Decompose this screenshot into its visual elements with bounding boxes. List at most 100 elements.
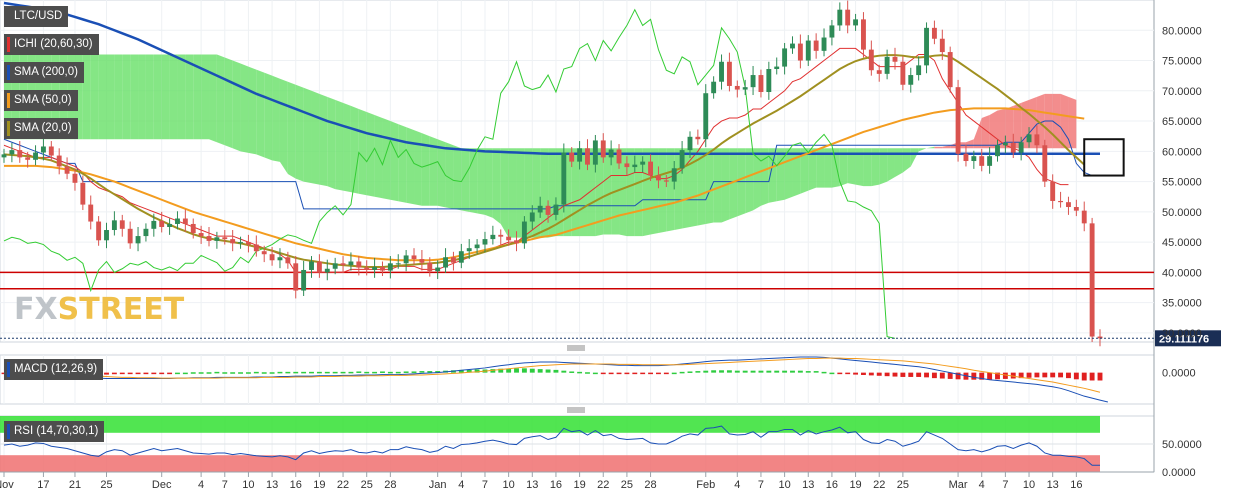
cloud-segment-bull — [540, 148, 549, 238]
candle-up — [837, 9, 843, 26]
cloud-segment-bull — [484, 148, 493, 218]
fxstreet-watermark: FXSTREET — [14, 292, 184, 327]
macd-histogram-bar — [1089, 372, 1095, 381]
cloud-segment-bull — [453, 145, 462, 211]
candle-down — [356, 261, 362, 268]
candle-up — [561, 152, 567, 205]
candle-up — [490, 234, 496, 240]
macd-histogram-bar — [876, 372, 882, 376]
macd-histogram-bar — [679, 371, 685, 374]
cloud-segment-bull — [871, 148, 880, 187]
legend-item-price[interactable]: SMA (200,0) — [4, 62, 84, 83]
highlight-box — [1083, 138, 1125, 177]
candle-down — [695, 136, 701, 140]
legend-item-price[interactable]: SMA (20,0) — [4, 118, 78, 139]
cloud-segment-bull — [232, 60, 241, 152]
candle-up — [821, 37, 827, 51]
cloud-segment-bull — [185, 54, 194, 140]
legend-item-price[interactable]: LTC/USD — [4, 6, 69, 27]
legend-item-price[interactable]: SMA (50,0) — [4, 90, 78, 111]
macd-histogram-bar — [419, 371, 425, 373]
cloud-segment-bull — [595, 148, 604, 237]
y-tick-label: 45.0000 — [1162, 237, 1202, 249]
macd-histogram-bar — [245, 372, 251, 374]
candle-up — [324, 268, 330, 273]
macd-histogram-bar — [608, 372, 614, 375]
candle-down — [900, 61, 906, 85]
macd-histogram-bar — [561, 370, 567, 373]
macd-histogram-bar — [797, 370, 803, 373]
candle-down — [506, 236, 512, 241]
candle-down — [1058, 200, 1064, 203]
x-tick-label: 16 — [826, 479, 838, 491]
cloud-segment-bull — [161, 54, 170, 140]
cloud-segment-bull — [713, 148, 722, 223]
macd-histogram-bar — [624, 372, 630, 375]
macd-histogram-bar — [285, 371, 291, 374]
macd-histogram-bar — [466, 369, 472, 373]
cloud-segment-bull — [98, 54, 107, 140]
candle-down — [261, 251, 267, 255]
cloud-segment-bull — [587, 148, 596, 237]
candle-down — [17, 150, 23, 158]
legend-item-price[interactable]: ICHI (20,60,30) — [4, 34, 99, 55]
x-tick-label: 13 — [802, 479, 814, 491]
legend-swatch — [7, 37, 10, 52]
candle-down — [648, 161, 654, 176]
cloud-segment-bull — [138, 54, 146, 140]
x-tick-label: 7 — [482, 479, 488, 491]
candle-up — [553, 204, 559, 215]
candle-down — [340, 263, 346, 266]
rsi-overbought-zone — [0, 416, 1100, 433]
candle-up — [214, 237, 220, 241]
cloud-segment-bull — [311, 90, 320, 185]
legend-item-rsi[interactable]: RSI (14,70,30,1) — [4, 421, 105, 442]
cloud-segment-bull — [122, 54, 131, 140]
macd-histogram-bar — [167, 372, 173, 375]
cloud-segment-bull — [256, 69, 265, 158]
candle-up — [387, 263, 393, 271]
candle-down — [656, 175, 661, 181]
candle-down — [206, 236, 212, 241]
cloud-segment-bull — [760, 148, 769, 206]
macd-histogram-bar — [1, 372, 7, 375]
macd-histogram-bar — [380, 371, 385, 373]
candle-up — [143, 228, 149, 237]
legend-swatch — [7, 362, 10, 377]
macd-histogram-bar — [663, 372, 669, 375]
cloud-segment-bull — [240, 63, 249, 153]
candle-down — [159, 220, 165, 227]
candle-down — [734, 85, 740, 90]
macd-histogram-bar — [372, 371, 378, 374]
candle-up — [1, 154, 7, 158]
cloud-segment-bull — [705, 148, 714, 224]
cloud-segment-bull — [737, 148, 746, 217]
candle-down — [1089, 223, 1095, 337]
macd-histogram-bar — [324, 371, 330, 374]
macd-histogram-bar — [766, 370, 772, 373]
macd-histogram-bar — [861, 372, 866, 375]
x-tick-label: 10 — [503, 479, 515, 491]
rsi-tick-label: 0.0000 — [1162, 467, 1196, 479]
cloud-segment-bull — [343, 102, 351, 193]
cloud-segment-bull — [634, 148, 643, 237]
legend-item-macd[interactable]: MACD (12,26,9) — [4, 359, 104, 380]
candle-down — [127, 228, 133, 244]
cloud-segment-bull — [650, 148, 659, 235]
candle-down — [230, 239, 236, 244]
candle-down — [96, 221, 102, 241]
candle-down — [1034, 134, 1040, 146]
macd-histogram-bar — [182, 372, 188, 375]
cloud-segment-bull — [421, 133, 430, 206]
candle-up — [403, 255, 409, 264]
sma20-line — [3, 54, 1085, 268]
x-tick-label: 4 — [198, 479, 204, 491]
macd-histogram-bar — [632, 372, 638, 375]
cloud-segment-bull — [658, 148, 667, 234]
macd-histogram-bar — [411, 371, 417, 373]
legend-label: LTC/USD — [14, 10, 63, 22]
candle-down — [514, 240, 519, 244]
cloud-segment-bear — [1013, 102, 1022, 149]
cloud-segment-bull — [768, 148, 777, 203]
